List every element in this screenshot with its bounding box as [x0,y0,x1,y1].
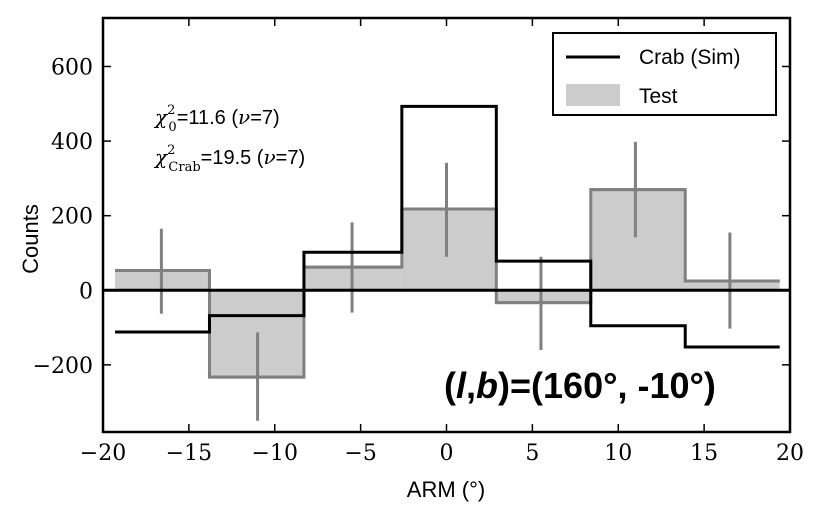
x-tick-label-0: −20 [80,441,126,466]
y-tick-label-3: 400 [51,130,93,155]
chi0-nu: ν [238,105,250,129]
x-tick-label-5: 5 [525,441,539,466]
plot-area [103,104,790,421]
test-bar-5 [590,189,686,291]
chicrab-annotation: χ2 Crab=19.5 (ν=7) [153,143,305,175]
position-value: )=(160°, -10°) [498,365,716,406]
chi0-superscript: 2 [167,103,175,118]
chi0-annotation: χ2 0=11.6 (ν=7) [153,103,280,135]
position-b: b [476,365,498,406]
x-tick-label-6: 10 [604,441,632,466]
test-bar-3 [401,208,497,291]
y-tick-label-4: 600 [51,55,93,80]
test-bar-4 [496,290,591,303]
crab-sim-step-line [115,104,780,349]
chicrab-superscript: 2 [167,143,175,158]
x-tick-label-2: −10 [252,441,298,466]
chicrab-nu: ν [263,145,275,169]
chi0-subscript: 0 [168,120,176,135]
legend: Crab (Sim) Test [552,32,777,116]
x-tick-label-8: 20 [776,441,804,466]
y-tick-label-1: 0 [79,279,93,304]
x-tick-label-4: 0 [440,441,454,466]
y-tick-label-2: 200 [51,205,93,230]
chi0-value: =11.6 ( [177,107,239,129]
x-tick-label-3: −5 [344,441,376,466]
chi0-symbol: χ [153,105,169,129]
x-axis-label: ARM (°) [407,477,485,502]
x-tick-label-1: −15 [166,441,212,466]
position-annotation: (l,b)=(160°, -10°) [444,365,716,406]
legend-label-test: Test [639,85,678,108]
chicrab-symbol: χ [153,145,169,169]
chicrab-subscript: Crab [168,160,200,175]
y-tick-label-0: −200 [33,354,93,379]
legend-swatch-test [566,84,620,106]
x-tick-label-7: 15 [690,441,718,466]
chicrab-dof: =7) [276,147,305,169]
y-axis-label: Counts [18,204,43,274]
chicrab-value: =19.5 ( [201,147,264,169]
test-bar-6 [685,280,780,291]
legend-label-crab-sim: Crab (Sim) [639,46,741,69]
chi0-dof: =7) [250,107,279,129]
position-l: l [456,365,467,406]
